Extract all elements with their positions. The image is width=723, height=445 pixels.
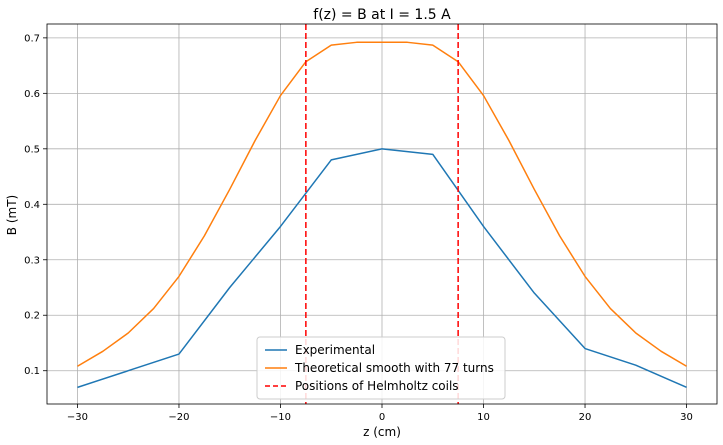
- y-tick-label: 0.6: [24, 89, 40, 100]
- axes-frame: [46, 23, 718, 405]
- legend-label: Positions of Helmholtz coils: [295, 379, 459, 393]
- series-layer: [77, 24, 687, 404]
- series-line-0: [77, 148, 687, 389]
- x-axis-title: z (cm): [363, 425, 401, 439]
- x-tick-label: 30: [680, 412, 693, 423]
- y-tick-label: 0.1: [24, 366, 40, 377]
- series-line-1: [77, 41, 687, 367]
- y-tick-label: 0.4: [24, 200, 40, 211]
- x-tick-label: 20: [579, 412, 592, 423]
- x-tick-label: 0: [379, 412, 385, 423]
- chart-title: f(z) = B at I = 1.5 A: [313, 7, 451, 23]
- axes: −30 −20 −10 0 10 20 30 0.1 0.2 0.3 0.4 0.5 0.6 0.7: [24, 23, 718, 423]
- y-tick-label: 0.2: [24, 311, 40, 322]
- legend: Experimental Theoretical smooth with 77 t…: [256, 336, 506, 400]
- y-tick-label: 0.7: [24, 33, 40, 44]
- legend-label: Theoretical smooth with 77 turns: [294, 361, 494, 375]
- y-tick-label: 0.5: [24, 144, 40, 155]
- y-tick-label: 0.3: [24, 255, 40, 266]
- x-tick-label: −30: [67, 412, 88, 423]
- legend-label: Experimental: [295, 343, 375, 357]
- y-axis-title: B (mT): [5, 195, 19, 235]
- legend-box: [256, 336, 506, 400]
- x-tick-label: −20: [168, 412, 189, 423]
- x-tick-label: 10: [477, 412, 490, 423]
- x-tick-label: −10: [270, 412, 291, 423]
- grid: [47, 24, 717, 404]
